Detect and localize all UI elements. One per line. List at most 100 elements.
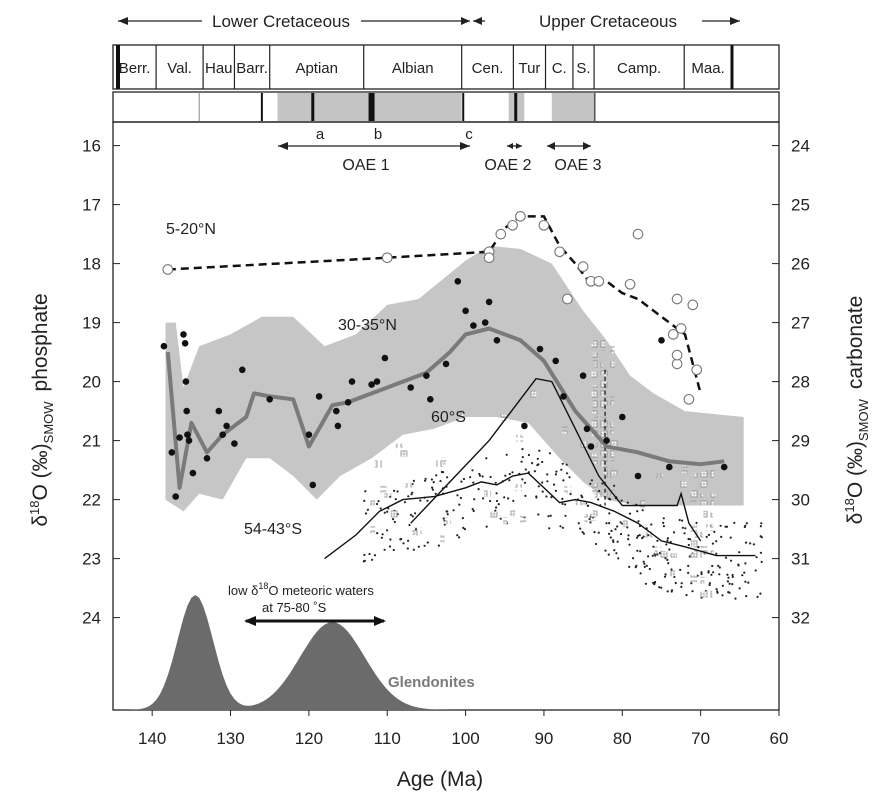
- high-lat-point: [462, 477, 466, 481]
- high-lat-point: [731, 575, 734, 579]
- carbonate-square-point: [706, 473, 714, 481]
- mid-lat-point: [423, 372, 430, 380]
- stage-label: Barr.: [236, 60, 268, 77]
- y-right-tick-label: 32: [791, 609, 810, 628]
- high-lat-point: [561, 526, 565, 529]
- low-lat-point: [562, 293, 573, 305]
- high-lat-point: [737, 564, 740, 567]
- stage-label: Berr.: [119, 60, 151, 77]
- high-lat-point: [424, 479, 427, 482]
- epoch-header: Lower Cretaceous Upper Cretaceous: [118, 12, 740, 31]
- high-lat-point: [412, 548, 415, 551]
- low-lat-point: [691, 364, 703, 376]
- mid-lat-point: [587, 443, 595, 450]
- high-lat-point: [388, 545, 391, 548]
- mid-lat-point: [521, 422, 528, 430]
- oae2-arrowhead-right-icon: [516, 143, 522, 149]
- meteoric-arrowhead-left-icon: [244, 616, 256, 626]
- oae-bar: [112, 91, 780, 123]
- carbonate-square-point: [600, 431, 608, 439]
- oae3-arrowhead-right-icon: [583, 142, 591, 150]
- high-lat-point: [431, 488, 434, 491]
- high-lat-point: [550, 496, 553, 499]
- carbonate-square-point: [484, 489, 492, 497]
- high-lat-point: [721, 594, 724, 597]
- high-lat-point: [654, 554, 657, 557]
- high-lat-point: [371, 558, 374, 561]
- high-lat-point: [582, 532, 586, 535]
- high-lat-point: [561, 462, 564, 465]
- high-lat-point: [760, 522, 763, 525]
- plot-area: [120, 211, 763, 710]
- carbonate-square-point: [622, 520, 630, 528]
- carbonate-square-point: [603, 368, 610, 376]
- high-lat-point: [710, 573, 713, 576]
- high-lat-point: [424, 477, 427, 480]
- oae2-label: OAE 2: [484, 157, 531, 174]
- high-lat-point: [614, 528, 617, 531]
- high-lat-point: [680, 582, 683, 585]
- high-lat-point: [744, 580, 747, 583]
- high-lat-point: [667, 562, 670, 565]
- high-lat-point: [721, 584, 725, 587]
- high-lat-point: [538, 449, 541, 452]
- carbonate-square-point: [705, 590, 713, 598]
- high-lat-point: [403, 501, 407, 504]
- carbonate-square-point: [654, 546, 662, 554]
- mid-lat-point: [442, 360, 450, 368]
- s60-line: [410, 377, 702, 542]
- high-lat-point: [718, 566, 721, 569]
- stage-boundary-mark: [730, 45, 734, 89]
- stage-boundary-mark: [116, 45, 120, 89]
- high-lat-point: [628, 565, 631, 569]
- high-lat-point: [562, 479, 565, 482]
- y-right-tick-label: 27: [791, 314, 810, 333]
- high-lat-point: [642, 535, 645, 538]
- high-lat-point: [678, 518, 681, 522]
- carbonate-square-point: [597, 448, 605, 456]
- oae3-label: OAE 3: [554, 157, 601, 174]
- low-lat-point: [683, 393, 695, 405]
- high-lat-point: [396, 490, 399, 493]
- high-lat-point: [589, 482, 592, 485]
- high-lat-point: [569, 492, 572, 496]
- carbonate-square-point: [660, 551, 668, 559]
- high-lat-point: [612, 539, 615, 542]
- low-lat-point: [554, 246, 565, 258]
- carbonate-square-point: [564, 486, 572, 494]
- high-lat-point: [760, 560, 763, 564]
- mid-lat-point: [583, 425, 591, 433]
- mid-lat-point: [666, 463, 673, 471]
- high-lat-point: [718, 573, 721, 576]
- high-lat-point: [683, 532, 686, 535]
- high-lat-point: [631, 557, 635, 560]
- oae-event-mark: [260, 93, 263, 121]
- high-lat-point: [741, 574, 744, 577]
- carbonate-square-point: [598, 403, 606, 411]
- high-lat-point: [531, 462, 534, 465]
- high-lat-point: [386, 529, 389, 532]
- high-lat-point: [597, 498, 600, 501]
- carbonate-square-point: [405, 483, 413, 491]
- carbonate-square-point: [503, 517, 511, 525]
- boundary-arrowhead-left-icon: [461, 17, 470, 25]
- mid-lat-point: [219, 431, 226, 439]
- x-tick-label: 100: [451, 729, 479, 748]
- carbonate-square-point: [707, 498, 715, 506]
- high-lat-point: [527, 453, 531, 457]
- y-left-tick-label: 17: [82, 196, 101, 215]
- high-lat-point: [687, 564, 690, 568]
- high-lat-point: [608, 522, 611, 525]
- high-lat-point: [494, 481, 497, 484]
- carbonate-square-point: [681, 465, 689, 473]
- carbonate-square-point: [437, 535, 445, 543]
- oae2-arrowhead-left-icon: [507, 143, 513, 149]
- high-lat-point: [505, 453, 508, 456]
- high-lat-point: [482, 497, 485, 500]
- high-lat-point: [626, 501, 629, 504]
- low-lat-point: [507, 219, 518, 231]
- mid-lat-point: [172, 493, 179, 500]
- high-lat-point: [446, 476, 449, 479]
- high-lat-point: [616, 540, 619, 543]
- carbonate-square-point: [607, 396, 614, 404]
